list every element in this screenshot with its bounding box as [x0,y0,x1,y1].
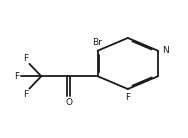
Text: F: F [125,93,130,102]
Text: F: F [23,54,28,63]
Text: O: O [65,98,72,107]
Text: N: N [162,46,169,55]
Text: F: F [23,90,28,99]
Text: F: F [15,72,20,81]
Text: Br: Br [92,38,102,47]
